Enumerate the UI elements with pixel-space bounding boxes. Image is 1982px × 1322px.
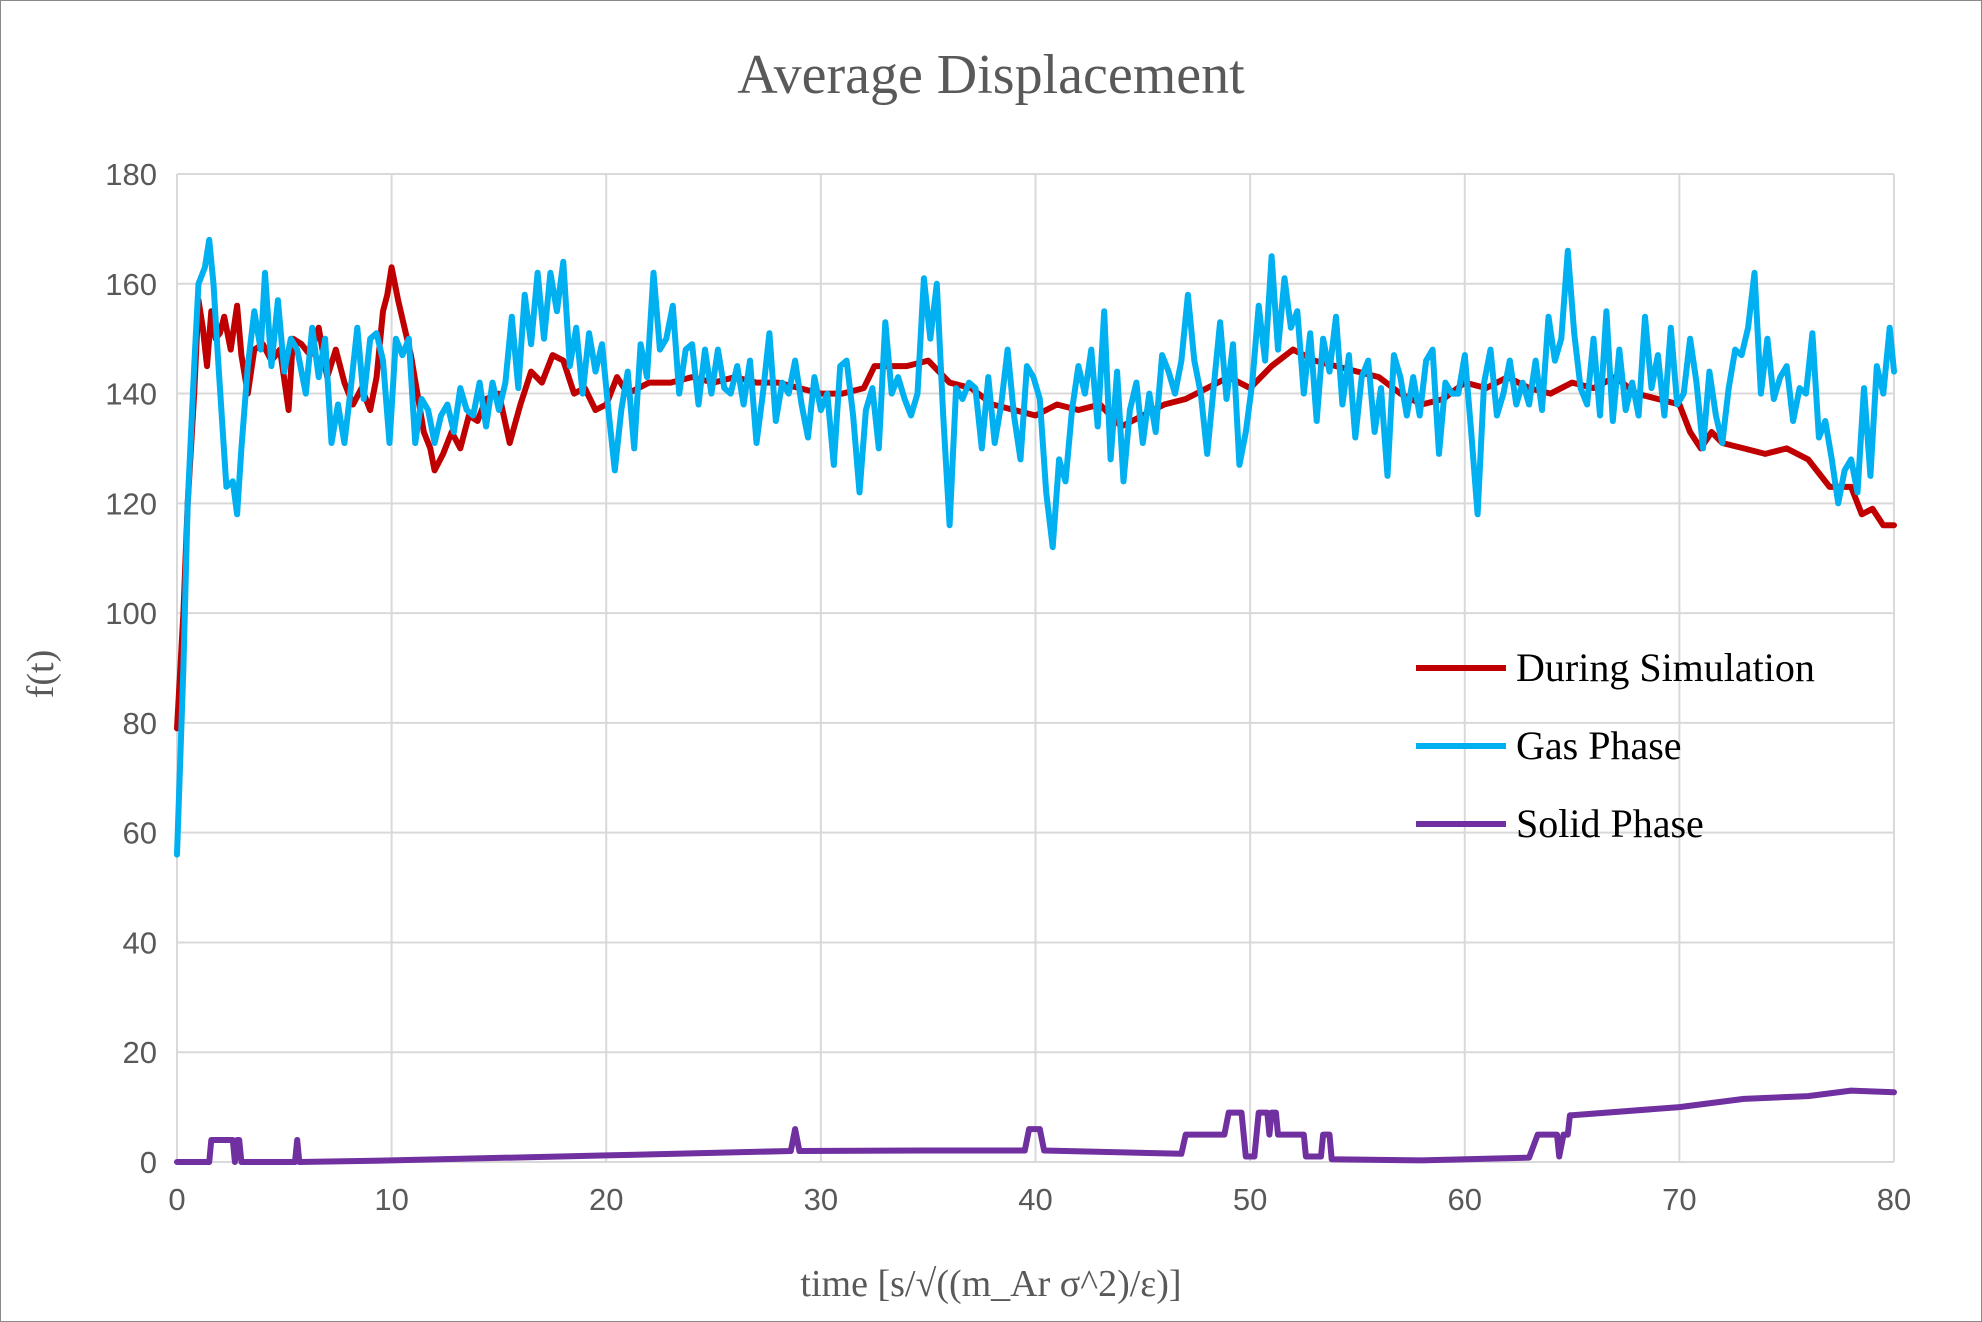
series-line-gas-phase (174, 236, 1897, 858)
gridlines (176, 173, 1895, 1163)
x-tick-label: 10 (374, 1182, 408, 1217)
x-tick-label: 60 (1448, 1182, 1482, 1217)
y-tick-label: 160 (105, 267, 157, 302)
x-tick-label: 50 (1233, 1182, 1267, 1217)
y-tick-label: 100 (105, 596, 157, 631)
y-tick-label: 80 (123, 706, 157, 741)
legend-label-during-simulation: During Simulation (1516, 645, 1815, 690)
y-tick-label: 0 (140, 1145, 157, 1180)
legend: During Simulation Gas Phase Solid Phase (1416, 645, 1815, 846)
y-tick-label: 40 (123, 925, 157, 960)
y-tick-label: 180 (105, 157, 157, 192)
x-tick-label: 70 (1662, 1182, 1696, 1217)
x-tick-label: 0 (168, 1182, 185, 1217)
legend-label-gas-phase: Gas Phase (1516, 723, 1682, 768)
x-axis-label: time [s/√((m_Ar σ^2)/ε)] (800, 1263, 1181, 1305)
series-line-solid-phase (174, 1087, 1897, 1165)
x-tick-label: 20 (589, 1182, 623, 1217)
x-tick-label: 30 (804, 1182, 838, 1217)
series-line-during-simulation (174, 264, 1897, 732)
y-tick-label: 140 (105, 377, 157, 412)
x-tick-label: 40 (1018, 1182, 1052, 1217)
y-tick-label: 60 (123, 816, 157, 851)
tick-labels: 0 20 40 60 80 100 120 140 160 180 0 10 20 30 40 50 60 70 8… (105, 157, 1911, 1217)
chart-title: Average Displacement (737, 44, 1245, 106)
y-tick-label: 20 (123, 1035, 157, 1070)
y-axis-label: f(t) (20, 650, 62, 699)
x-tick-label: 80 (1877, 1182, 1911, 1217)
legend-label-solid-phase: Solid Phase (1516, 801, 1704, 846)
y-tick-label: 120 (105, 486, 157, 521)
series-lines (174, 236, 1897, 1165)
